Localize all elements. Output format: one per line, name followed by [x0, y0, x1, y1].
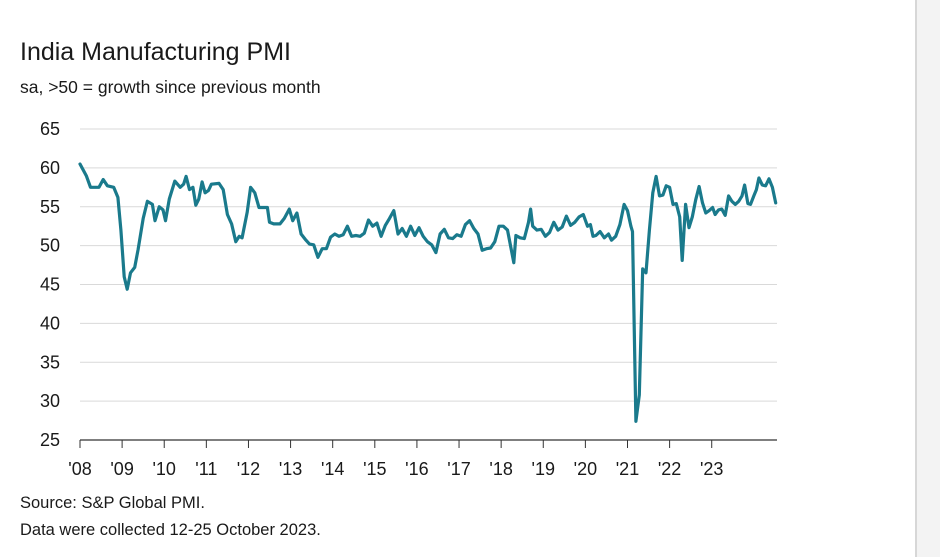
x-tick-label: '18 — [489, 459, 512, 479]
series-group — [78, 162, 778, 423]
x-tick-label: '08 — [68, 459, 91, 479]
y-tick-label: 25 — [40, 430, 60, 450]
y-axis-ticks: 65 60 55 50 45 40 35 30 25 — [40, 119, 60, 450]
x-tick-label: '22 — [658, 459, 681, 479]
x-tick-label: '12 — [237, 459, 260, 479]
x-tick-label: '11 — [195, 459, 217, 479]
y-tick-label: 65 — [40, 119, 60, 139]
x-tick-label: '17 — [447, 459, 470, 479]
grid-lines — [80, 128, 777, 402]
y-tick-label: 50 — [40, 236, 60, 256]
x-tick-label: '21 — [616, 459, 639, 479]
collection-note: Data were collected 12-25 October 2023. — [20, 521, 321, 539]
x-tick-label: '13 — [279, 459, 302, 479]
x-tick-label: '23 — [700, 459, 723, 479]
x-tick-label: '15 — [363, 459, 386, 479]
x-tick-label: '20 — [574, 459, 597, 479]
x-axis-ticks: '08 '09 '10 '11 '12 '13 '14 '15 '16 '17 '18 '19 '20 '… — [68, 440, 723, 479]
y-tick-label: 55 — [40, 197, 60, 217]
pmi-line-chart: 65 60 55 50 45 40 35 30 25 '08 '09 '10 '11 '12 '13 '14… — [40, 119, 778, 479]
y-tick-label: 35 — [40, 352, 60, 372]
chart-subtitle: sa, >50 = growth since previous month — [20, 77, 321, 97]
x-tick-label: '10 — [152, 459, 175, 479]
panel-edge — [915, 0, 917, 557]
x-tick-label: '16 — [405, 459, 428, 479]
x-tick-label: '19 — [532, 459, 555, 479]
y-tick-label: 30 — [40, 391, 60, 411]
y-tick-label: 45 — [40, 275, 60, 295]
y-tick-label: 40 — [40, 313, 60, 333]
source-note: Source: S&P Global PMI. — [20, 494, 205, 512]
x-tick-label: '09 — [110, 459, 133, 479]
panel-background — [917, 0, 940, 557]
series-line-pmi — [78, 162, 778, 423]
y-tick-label: 60 — [40, 158, 60, 178]
chart-title: India Manufacturing PMI — [20, 38, 291, 66]
x-tick-label: '14 — [321, 459, 344, 479]
